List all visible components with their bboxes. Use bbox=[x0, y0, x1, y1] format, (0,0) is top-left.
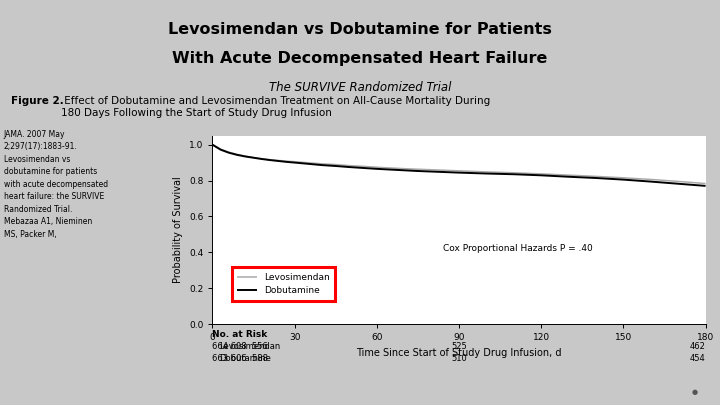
Levosimendan bbox=[386, 166, 395, 171]
Dobutamine bbox=[359, 166, 367, 171]
Dobutamine bbox=[564, 174, 573, 179]
Levosimendan bbox=[592, 174, 600, 179]
Levosimendan bbox=[233, 152, 241, 157]
Levosimendan bbox=[537, 171, 546, 176]
Text: ●: ● bbox=[692, 389, 698, 395]
Dobutamine bbox=[208, 142, 217, 147]
Dobutamine bbox=[386, 167, 395, 172]
Dobutamine bbox=[413, 168, 422, 173]
Dobutamine bbox=[455, 170, 464, 175]
Text: 454: 454 bbox=[690, 354, 706, 363]
Levosimendan bbox=[455, 168, 464, 173]
Levosimendan bbox=[674, 179, 683, 184]
Dobutamine bbox=[233, 152, 241, 157]
Dobutamine bbox=[619, 177, 628, 182]
Dobutamine bbox=[216, 147, 225, 152]
Levosimendan bbox=[564, 173, 573, 177]
Dobutamine bbox=[249, 155, 258, 160]
Dobutamine bbox=[592, 176, 600, 181]
Levosimendan bbox=[241, 153, 250, 158]
Dobutamine bbox=[225, 150, 233, 155]
Line: Dobutamine: Dobutamine bbox=[212, 145, 706, 186]
Levosimendan bbox=[318, 162, 326, 166]
Levosimendan bbox=[400, 166, 408, 171]
Legend: Levosimendan, Dobutamine: Levosimendan, Dobutamine bbox=[232, 267, 336, 301]
Text: Levosimendan: Levosimendan bbox=[220, 342, 281, 351]
Levosimendan bbox=[413, 167, 422, 172]
Dobutamine bbox=[537, 173, 546, 178]
Levosimendan bbox=[331, 162, 340, 167]
Levosimendan bbox=[372, 165, 381, 170]
Dobutamine bbox=[318, 163, 326, 168]
Text: JAMA. 2007 May
2;297(17):1883-91.
Levosimendan vs
dobutamine for patients
with a: JAMA. 2007 May 2;297(17):1883-91. Levosi… bbox=[4, 130, 108, 239]
Text: No. at Risk: No. at Risk bbox=[212, 330, 268, 339]
Text: Levosimendan vs Dobutamine for Patients: Levosimendan vs Dobutamine for Patients bbox=[168, 22, 552, 37]
Dobutamine bbox=[345, 165, 354, 170]
Dobutamine bbox=[400, 168, 408, 173]
Text: Effect of Dobutamine and Levosimendan Treatment on All-Cause Mortality During
18: Effect of Dobutamine and Levosimendan Tr… bbox=[61, 96, 490, 117]
Levosimendan bbox=[258, 156, 266, 161]
Levosimendan bbox=[359, 164, 367, 169]
Y-axis label: Probability of Survival: Probability of Survival bbox=[174, 177, 184, 283]
Dobutamine bbox=[674, 181, 683, 186]
Levosimendan bbox=[701, 181, 710, 186]
Levosimendan bbox=[216, 147, 225, 151]
Levosimendan bbox=[482, 169, 491, 174]
Levosimendan bbox=[647, 177, 655, 182]
Line: Levosimendan: Levosimendan bbox=[212, 145, 706, 183]
Levosimendan bbox=[266, 157, 274, 162]
Dobutamine bbox=[482, 171, 491, 176]
Text: 664 608  556: 664 608 556 bbox=[212, 342, 268, 351]
Dobutamine bbox=[372, 166, 381, 171]
Levosimendan bbox=[345, 163, 354, 168]
Text: 525: 525 bbox=[451, 342, 467, 351]
Text: 462: 462 bbox=[690, 342, 706, 351]
Dobutamine bbox=[274, 158, 282, 163]
Dobutamine bbox=[510, 172, 518, 177]
Levosimendan bbox=[304, 160, 312, 165]
Dobutamine bbox=[290, 160, 299, 165]
Dobutamine bbox=[266, 158, 274, 162]
Levosimendan bbox=[225, 150, 233, 155]
Dobutamine bbox=[282, 160, 291, 164]
Levosimendan bbox=[427, 167, 436, 172]
Text: Cox Proportional Hazards P = .40: Cox Proportional Hazards P = .40 bbox=[444, 244, 593, 253]
Text: Dobutamine: Dobutamine bbox=[220, 354, 271, 363]
Dobutamine bbox=[258, 157, 266, 162]
Dobutamine bbox=[304, 162, 312, 166]
Levosimendan bbox=[274, 158, 282, 163]
Levosimendan bbox=[208, 142, 217, 147]
Levosimendan bbox=[441, 168, 449, 173]
Levosimendan bbox=[510, 171, 518, 175]
Text: Figure 2.: Figure 2. bbox=[11, 96, 63, 106]
Dobutamine bbox=[241, 154, 250, 159]
Dobutamine bbox=[647, 179, 655, 184]
Dobutamine bbox=[427, 169, 436, 174]
Dobutamine bbox=[441, 170, 449, 175]
Levosimendan bbox=[619, 175, 628, 180]
Levosimendan bbox=[249, 155, 258, 160]
Text: 663 606  588: 663 606 588 bbox=[212, 354, 269, 363]
Levosimendan bbox=[282, 159, 291, 164]
Text: 510: 510 bbox=[451, 354, 467, 363]
Levosimendan bbox=[290, 159, 299, 164]
Dobutamine bbox=[331, 164, 340, 168]
Dobutamine bbox=[701, 183, 710, 188]
X-axis label: Time Since Start of Study Drug Infusion, d: Time Since Start of Study Drug Infusion,… bbox=[356, 347, 562, 358]
Text: The SURVIVE Randomized Trial: The SURVIVE Randomized Trial bbox=[269, 81, 451, 94]
Text: With Acute Decompensated Heart Failure: With Acute Decompensated Heart Failure bbox=[172, 51, 548, 66]
